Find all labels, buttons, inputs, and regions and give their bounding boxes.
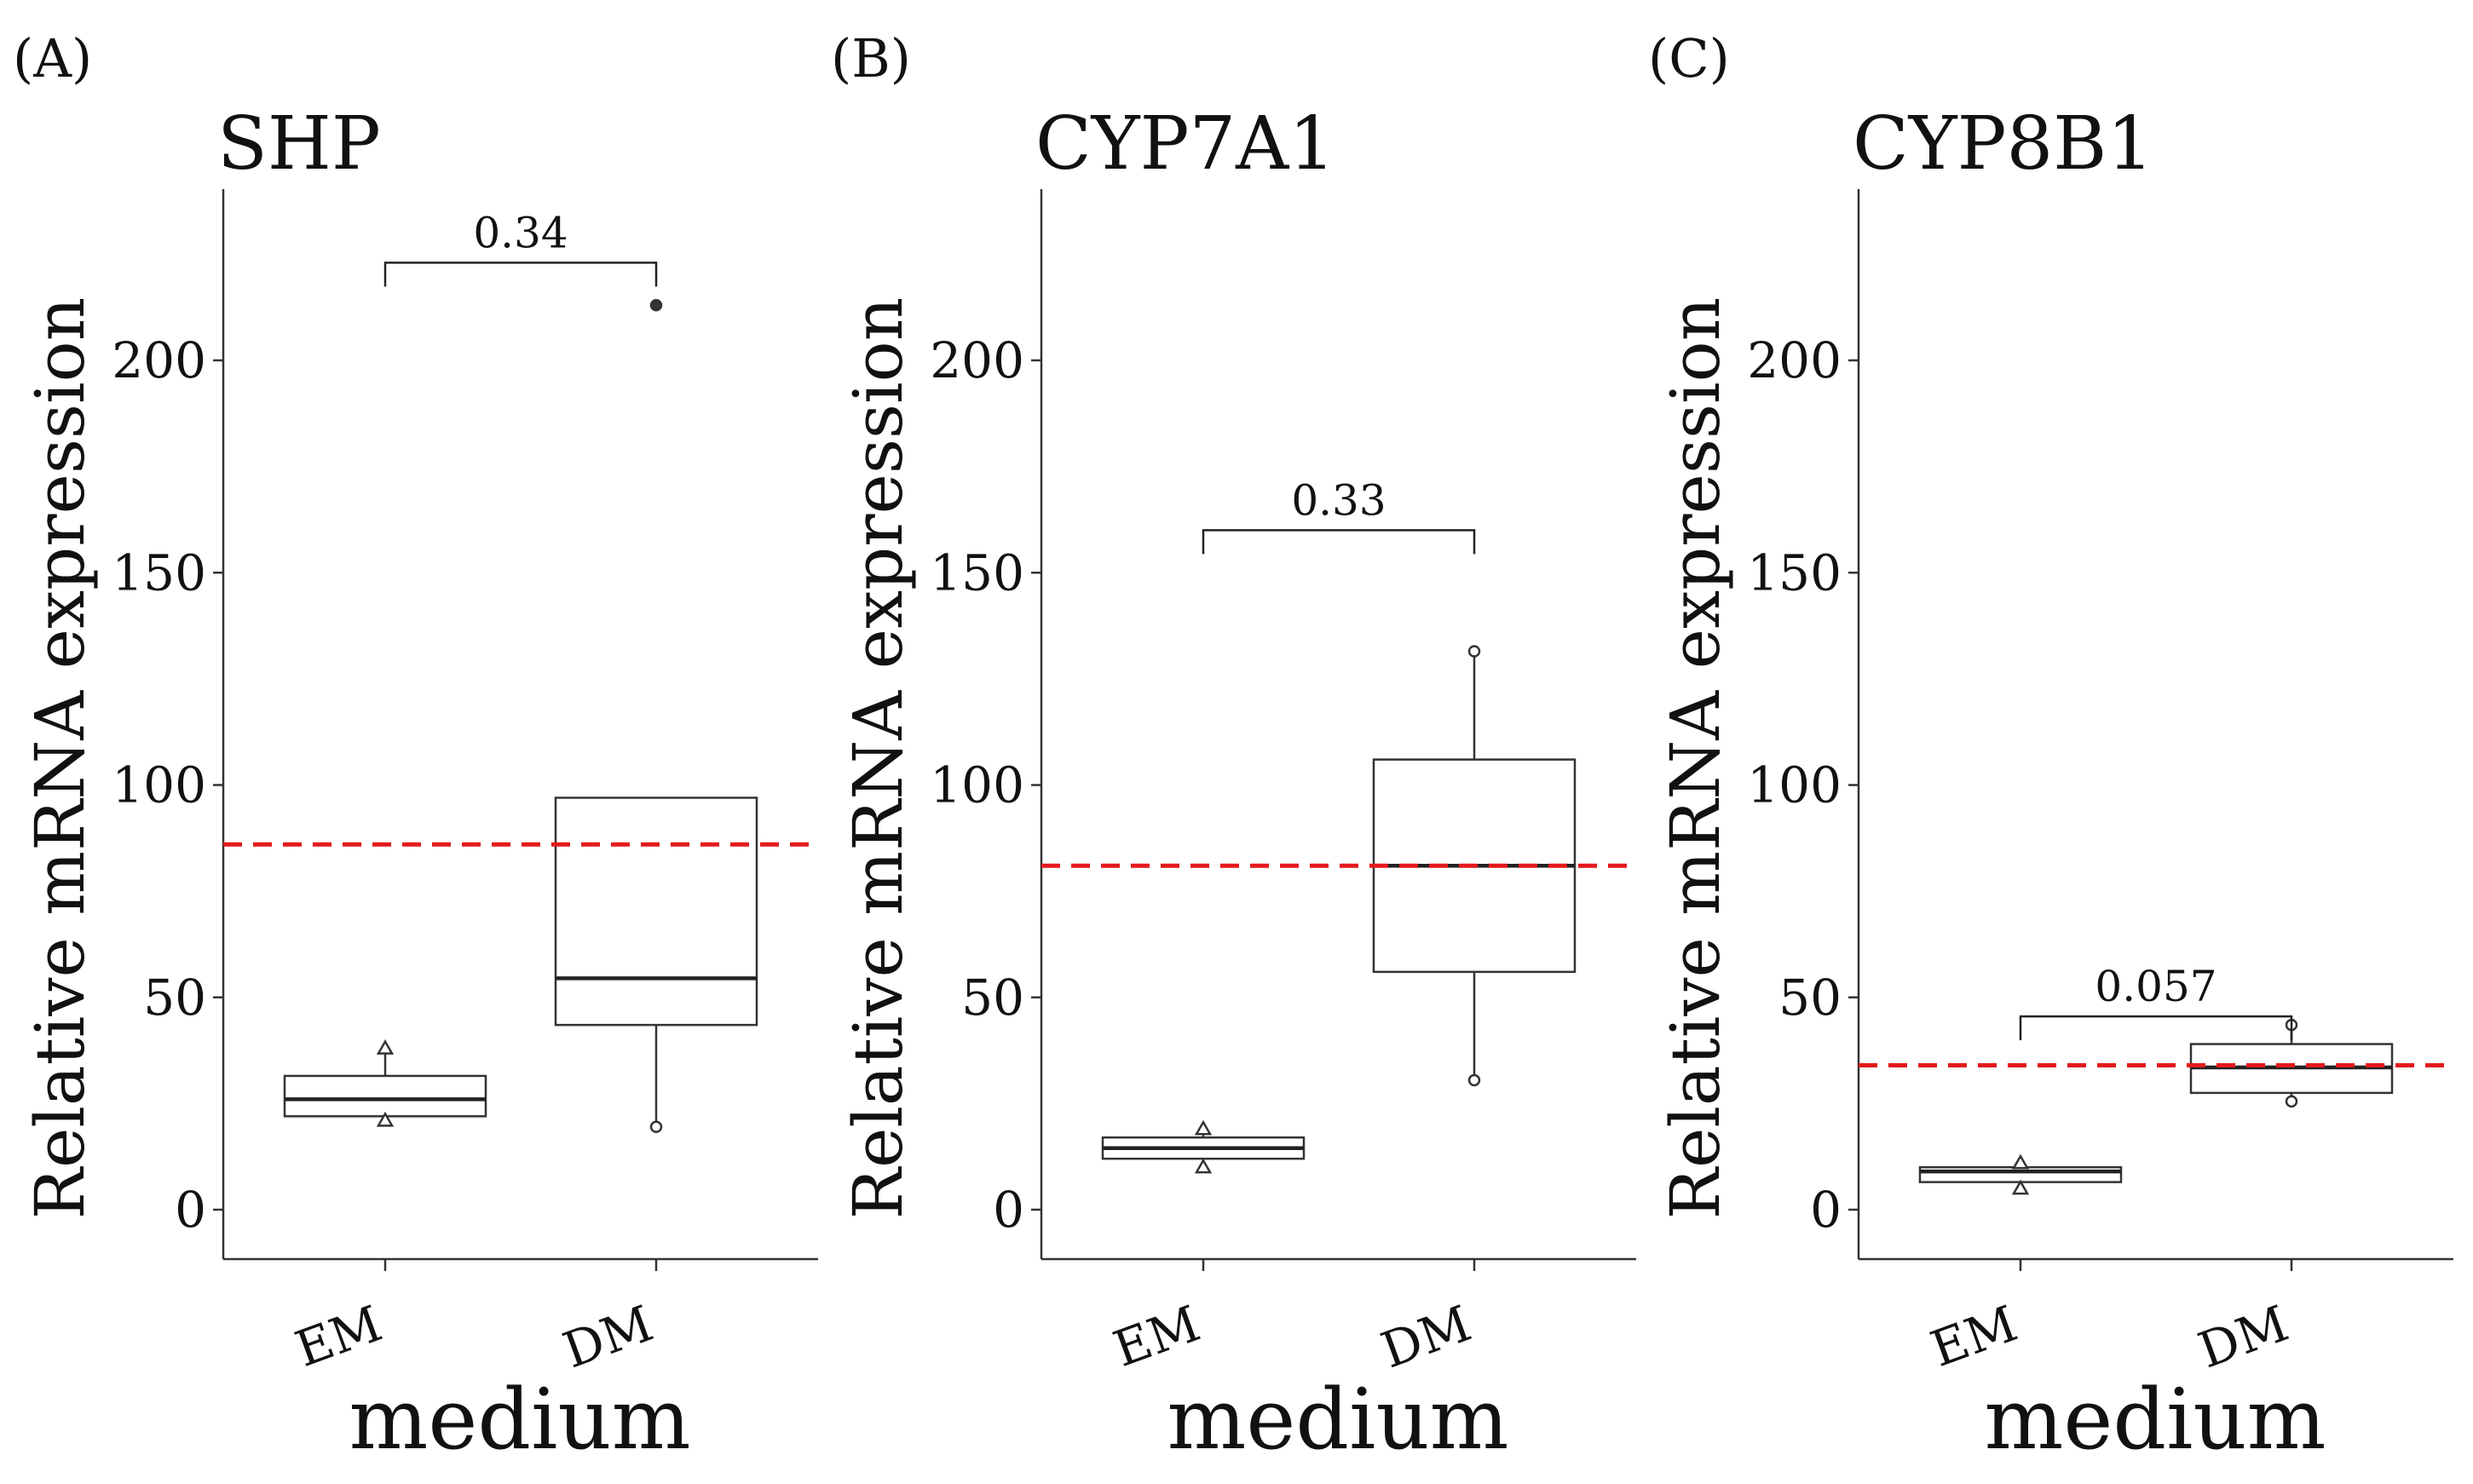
- y-tick-label: 0: [993, 1181, 1024, 1239]
- data-point: [1467, 645, 1481, 658]
- y-tick-label: 150: [1747, 544, 1842, 601]
- y-axis-title: Relative mRNA expression: [20, 297, 100, 1220]
- y-tick-label: 0: [175, 1181, 206, 1239]
- y-tick-label: 150: [112, 544, 206, 601]
- data-point: [2011, 1153, 2030, 1170]
- panel-label: (B): [831, 27, 911, 89]
- x-tick-label: EM: [1923, 1294, 2025, 1378]
- y-tick-label: 200: [930, 331, 1024, 389]
- box-dm: [554, 797, 758, 1027]
- x-tick-label: EM: [288, 1294, 389, 1378]
- data-point: [2285, 1095, 2298, 1108]
- data-point: [649, 1120, 663, 1134]
- chart-title: CYP8B1: [1853, 101, 2153, 187]
- y-tick-label: 100: [1747, 756, 1842, 814]
- data-point: [376, 1039, 395, 1055]
- p-value-label: 0.34: [473, 208, 568, 257]
- comparison-bracket: [383, 262, 658, 287]
- x-tick-label: DM: [556, 1294, 660, 1379]
- data-point: [1194, 1119, 1213, 1136]
- y-tick-label: 100: [112, 756, 206, 814]
- x-axis-title: medium: [1984, 1372, 2326, 1469]
- y-tick-label: 200: [1747, 331, 1842, 389]
- y-tick-label: 100: [930, 756, 1024, 814]
- data-point: [1467, 1073, 1481, 1087]
- box-em: [283, 1074, 487, 1118]
- y-tick-label: 0: [1810, 1181, 1842, 1239]
- y-tick-label: 150: [930, 544, 1024, 601]
- y-axis-title: Relative mRNA expression: [1656, 297, 1735, 1220]
- panel-label: (C): [1648, 27, 1730, 89]
- comparison-bracket: [1202, 529, 1476, 555]
- x-axis-title: medium: [349, 1372, 690, 1469]
- y-tick-label: 50: [143, 969, 206, 1027]
- x-tick-label: DM: [2191, 1294, 2296, 1379]
- x-axis-title: medium: [1167, 1372, 1508, 1469]
- x-tick-label: EM: [1106, 1294, 1208, 1378]
- p-value-label: 0.057: [2095, 962, 2216, 1011]
- chart-title: SHP: [217, 101, 381, 187]
- y-axis-title: Relative mRNA expression: [839, 297, 918, 1220]
- outlier-point: [649, 298, 663, 312]
- data-point: [1194, 1158, 1213, 1174]
- p-value-label: 0.33: [1291, 475, 1386, 525]
- y-tick-label: 50: [961, 969, 1024, 1027]
- data-point: [2011, 1179, 2030, 1195]
- data-point: [376, 1111, 395, 1127]
- comparison-bracket: [2019, 1015, 2293, 1041]
- y-tick-label: 50: [1778, 969, 1842, 1027]
- chart-title: CYP7A1: [1035, 101, 1335, 187]
- x-tick-label: DM: [1374, 1294, 1479, 1379]
- panel-label: (A): [13, 27, 92, 89]
- y-tick-label: 200: [112, 331, 206, 389]
